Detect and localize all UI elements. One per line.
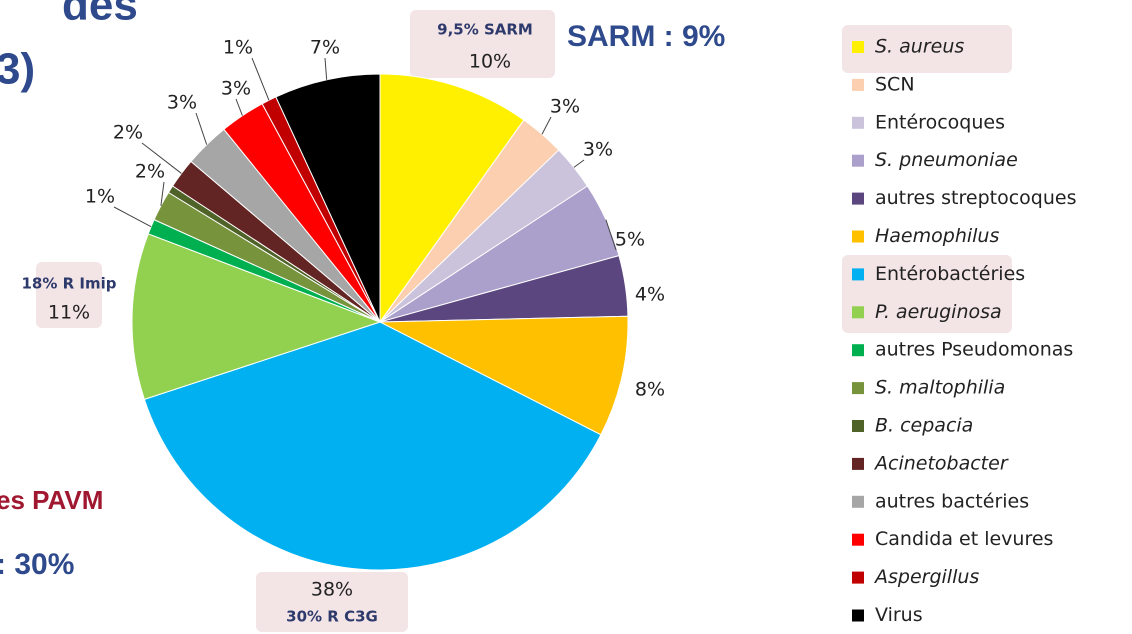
leader-line: [195, 112, 208, 145]
annotation: 9,5% SARM: [437, 21, 533, 39]
legend-swatch: [852, 116, 864, 129]
leader-line: [141, 142, 182, 174]
legend-swatch: [852, 571, 864, 584]
legend-label: Candida et levures: [875, 528, 1053, 550]
legend-swatch: [852, 609, 864, 622]
annotation: SARM : 9%: [567, 20, 725, 53]
data-label: 5%: [615, 229, 645, 251]
legend-label: Haemophilus: [875, 225, 999, 247]
data-label: 7%: [310, 37, 340, 59]
legend-swatch: [852, 78, 864, 91]
leader-line: [235, 98, 243, 116]
pie-slice: [379, 315, 629, 436]
legend-label: S. pneumoniae: [875, 149, 1018, 171]
pie-slice: [143, 321, 602, 571]
legend-swatch: [852, 457, 864, 470]
data-label: 10%: [469, 51, 511, 73]
leader-line: [324, 57, 328, 80]
legend-swatch: [852, 306, 864, 319]
data-label: 1%: [223, 37, 253, 59]
leader-line: [541, 116, 552, 135]
data-label: 4%: [635, 284, 665, 306]
legend-label: Virus: [875, 604, 923, 626]
data-label: 1%: [85, 186, 115, 208]
legend-label: Aspergillus: [873, 566, 979, 588]
legend-swatch: [852, 344, 864, 357]
annotation: 30% R C3G: [286, 608, 378, 626]
legend-swatch: [852, 533, 864, 546]
label-highlight: [256, 572, 408, 632]
legend-highlight: [842, 25, 1012, 73]
slide-title-fragment: des: [62, 0, 138, 30]
pie-slice: [275, 73, 381, 323]
highlights: [36, 10, 1012, 632]
legend-label: autres bactéries: [875, 490, 1029, 512]
legend-label: S. aureus: [875, 36, 964, 58]
legend-label: Entérocoques: [875, 111, 1005, 133]
data-label: 3%: [221, 78, 251, 100]
pie-slice: [379, 73, 525, 324]
data-label: 38%: [311, 579, 353, 601]
slide-text: es PAVM: [0, 485, 103, 515]
data-label: 2%: [113, 122, 143, 144]
slide-text: : 30%: [0, 548, 74, 581]
legend-swatch: [852, 420, 864, 432]
data-label: 3%: [583, 139, 613, 161]
label-highlight: [410, 10, 555, 78]
legend-label: autres Pseudomonas: [875, 339, 1073, 361]
legend-swatch: [852, 154, 864, 167]
annotation: 18% R Imip: [22, 275, 117, 293]
legend-highlight: [842, 255, 1012, 333]
slide-title-fragment: 3): [0, 45, 35, 94]
leader-line: [251, 57, 270, 101]
legend-swatch: [852, 230, 864, 243]
pie-slice: [131, 233, 382, 400]
legend-label: Acinetobacter: [873, 452, 1009, 474]
leader-line: [605, 219, 617, 251]
leader-line: [573, 159, 585, 168]
legend-swatch: [852, 41, 864, 53]
legend-label: Entérobactéries: [875, 263, 1025, 285]
legend-label: B. cepacia: [875, 415, 973, 437]
data-label: 3%: [550, 96, 580, 118]
data-label: 8%: [635, 379, 665, 401]
legend-swatch: [852, 382, 864, 395]
legend-swatch: [852, 495, 864, 508]
data-label: 3%: [167, 92, 197, 114]
label-highlight: [36, 262, 102, 328]
legend-label: S. maltophilia: [875, 377, 1005, 399]
legend-label: P. aeruginosa: [875, 301, 1002, 323]
data-label: 11%: [48, 302, 90, 324]
leader-line: [113, 206, 152, 228]
legend-swatch: [852, 268, 864, 281]
leader-line: [160, 181, 165, 206]
data-label: 2%: [135, 161, 165, 183]
legend-label: SCN: [875, 73, 915, 95]
legend-swatch: [852, 192, 864, 205]
legend-label: autres streptocoques: [875, 187, 1077, 209]
